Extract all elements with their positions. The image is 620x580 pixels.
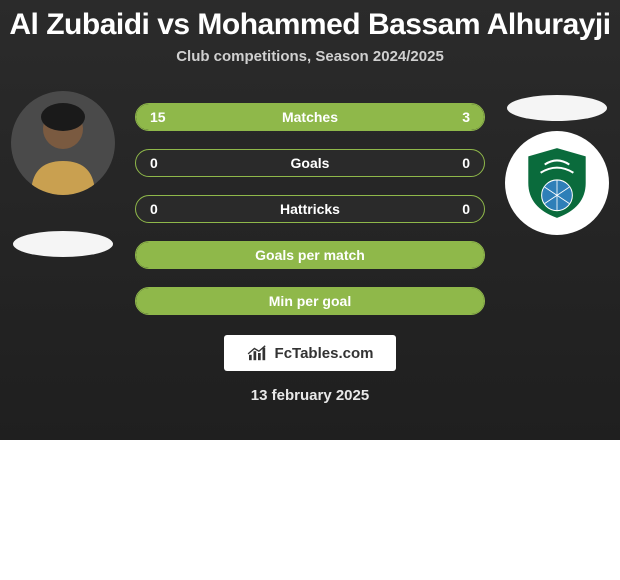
stat-value-left: 0 xyxy=(150,155,158,171)
chart-icon xyxy=(247,344,269,362)
stat-label: Goals xyxy=(291,155,330,171)
stat-value-right: 0 xyxy=(462,155,470,171)
stat-label: Matches xyxy=(282,109,338,125)
stat-fill-left xyxy=(136,104,425,130)
date-label: 13 february 2025 xyxy=(0,387,620,404)
player-left-country-oval xyxy=(13,231,113,257)
stat-label: Min per goal xyxy=(269,293,351,309)
comparison-card: Al Zubaidi vs Mohammed Bassam Alhurayji … xyxy=(0,0,620,440)
content-area: 15 3 Matches 0 0 Goals 0 0 Hattricks Goals per ma… xyxy=(0,91,620,321)
player-right-crest xyxy=(505,131,609,235)
player-right-column xyxy=(502,95,612,235)
stat-fill-right xyxy=(425,104,484,130)
stat-label: Goals per match xyxy=(255,247,365,263)
stats-column: 15 3 Matches 0 0 Goals 0 0 Hattricks Goals per ma… xyxy=(135,103,485,315)
stat-row: Goals per match xyxy=(135,241,485,269)
page-title: Al Zubaidi vs Mohammed Bassam Alhurayji xyxy=(0,0,620,42)
avatar-placeholder-icon xyxy=(11,91,115,195)
stat-row: 15 3 Matches xyxy=(135,103,485,131)
stat-label: Hattricks xyxy=(280,201,340,217)
subtitle: Club competitions, Season 2024/2025 xyxy=(0,48,620,65)
stat-value-right: 3 xyxy=(462,109,470,125)
stat-row: Min per goal xyxy=(135,287,485,315)
stat-row: 0 0 Goals xyxy=(135,149,485,177)
stat-row: 0 0 Hattricks xyxy=(135,195,485,223)
stat-value-left: 15 xyxy=(150,109,166,125)
brand-label: FcTables.com xyxy=(275,345,374,362)
stat-value-right: 0 xyxy=(462,201,470,217)
club-crest-icon xyxy=(516,142,598,224)
blank-area xyxy=(0,440,620,580)
brand-badge[interactable]: FcTables.com xyxy=(224,335,396,371)
player-left-avatar xyxy=(11,91,115,195)
player-right-country-oval xyxy=(507,95,607,121)
stat-value-left: 0 xyxy=(150,201,158,217)
player-left-column xyxy=(8,91,118,257)
